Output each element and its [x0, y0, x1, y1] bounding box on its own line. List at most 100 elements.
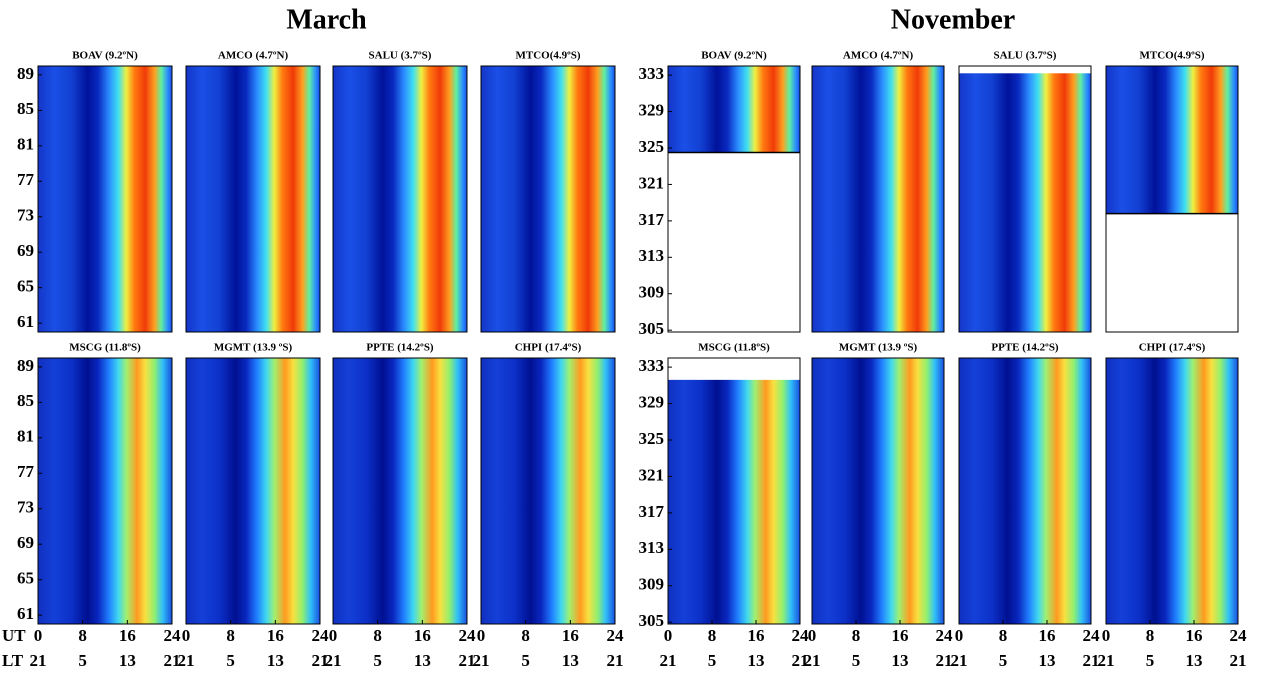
lt-tick-label: 13 [267, 651, 284, 670]
y-tick-label: 317 [639, 502, 665, 521]
panel-title: MTCO(4.9ºS) [1139, 50, 1204, 62]
y-tick-label: 85 [17, 99, 34, 118]
y-tick-label: 81 [17, 427, 34, 446]
heatmap [38, 66, 172, 332]
panel-frame [332, 65, 468, 333]
x-tick-label: 24 [459, 626, 477, 645]
y-tick-label: 305 [639, 611, 665, 630]
lt-tick-label: 21 [164, 651, 181, 670]
panel-frame [37, 65, 173, 333]
x-tick-label: 0 [1102, 626, 1111, 645]
y-tick-label: 313 [639, 538, 665, 557]
y-tick-label: 333 [639, 356, 665, 375]
lt-tick-label: 5 [1146, 651, 1155, 670]
x-tick-label: 24 [1083, 626, 1101, 645]
y-tick-label: 309 [639, 283, 665, 302]
panel-title: MGMT (13.9 ºS) [839, 342, 918, 354]
y-tick-label: 85 [17, 391, 34, 410]
heatmap [333, 66, 467, 332]
no-data [959, 66, 1091, 74]
y-tick-label: 89 [17, 356, 34, 375]
lt-tick-label: 5 [226, 651, 235, 670]
lt-tick-label: 5 [373, 651, 382, 670]
panel-title: CHPI (17.4ºS) [1139, 342, 1206, 354]
lt-tick-label: 21 [459, 651, 476, 670]
group-title: November [891, 4, 1015, 35]
x-tick-label: 24 [1230, 626, 1248, 645]
panel-frame [185, 357, 321, 625]
y-tick-label: 325 [639, 137, 665, 156]
x-tick-label: 16 [267, 626, 284, 645]
x-tick-label: 16 [892, 626, 909, 645]
panel-title: PPTE (14.2ºS) [366, 342, 434, 354]
lt-tick-label: 5 [708, 651, 717, 670]
lt-tick-label: 21 [473, 651, 490, 670]
axis-label: LT [2, 651, 24, 670]
y-tick-label: 61 [17, 604, 34, 623]
x-tick-label: 0 [477, 626, 486, 645]
heatmap [186, 358, 320, 624]
lt-tick-label: 21 [804, 651, 821, 670]
panel-frame [667, 65, 801, 333]
y-tick-label: 329 [639, 100, 665, 119]
y-tick-label: 65 [17, 569, 34, 588]
panel-frame [811, 65, 945, 333]
y-tick-label: 77 [17, 462, 35, 481]
y-tick-label: 321 [639, 465, 665, 484]
panel-title: AMCO (4.7ºN) [218, 50, 289, 62]
panel-title: PPTE (14.2ºS) [991, 342, 1059, 354]
y-tick-label: 89 [17, 64, 34, 83]
lt-tick-label: 21 [178, 651, 195, 670]
heatmap [959, 66, 1091, 332]
lt-tick-label: 13 [562, 651, 579, 670]
lt-tick-label: 21 [1230, 651, 1247, 670]
y-tick-label: 69 [17, 533, 34, 552]
no-data [668, 358, 800, 380]
x-tick-label: 0 [955, 626, 964, 645]
x-tick-label: 24 [164, 626, 182, 645]
x-tick-label: 8 [708, 626, 717, 645]
panel-frame [185, 65, 321, 333]
y-tick-label: 61 [17, 312, 34, 331]
heatmap [812, 66, 944, 332]
panel-title: MSCG (11.8ºS) [698, 342, 770, 354]
x-tick-label: 0 [808, 626, 817, 645]
panel-frame [480, 357, 616, 625]
panel-frame [958, 357, 1092, 625]
heatmap [481, 358, 615, 624]
heatmap [481, 66, 615, 332]
y-tick-label: 65 [17, 277, 34, 296]
y-tick-label: 77 [17, 170, 35, 189]
x-tick-label: 16 [1186, 626, 1203, 645]
lt-tick-label: 13 [1039, 651, 1056, 670]
x-tick-label: 8 [999, 626, 1008, 645]
y-tick-label: 73 [17, 498, 34, 517]
x-tick-label: 8 [78, 626, 87, 645]
lt-tick-label: 21 [792, 651, 809, 670]
x-tick-label: 24 [792, 626, 810, 645]
panel-title: SALU (3.7ºS) [994, 50, 1057, 62]
x-tick-label: 24 [607, 626, 625, 645]
lt-tick-label: 21 [325, 651, 342, 670]
panel-frame [811, 357, 945, 625]
heatmap [812, 358, 944, 624]
x-tick-label: 16 [414, 626, 431, 645]
lt-tick-label: 21 [607, 651, 624, 670]
lt-tick-label: 21 [951, 651, 968, 670]
x-tick-label: 0 [34, 626, 43, 645]
panel-title: BOAV (9.2ºN) [72, 50, 138, 62]
lt-tick-label: 13 [748, 651, 765, 670]
lt-tick-label: 13 [1186, 651, 1203, 670]
panel-title: BOAV (9.2ºN) [701, 50, 767, 62]
no-data [668, 152, 800, 332]
x-tick-label: 16 [119, 626, 136, 645]
heatmap [186, 66, 320, 332]
lt-tick-label: 13 [414, 651, 431, 670]
lt-tick-label: 5 [78, 651, 87, 670]
panel-frame [37, 357, 173, 625]
y-tick-label: 325 [639, 429, 665, 448]
x-tick-label: 8 [852, 626, 861, 645]
heatmap [38, 358, 172, 624]
y-tick-label: 313 [639, 246, 665, 265]
